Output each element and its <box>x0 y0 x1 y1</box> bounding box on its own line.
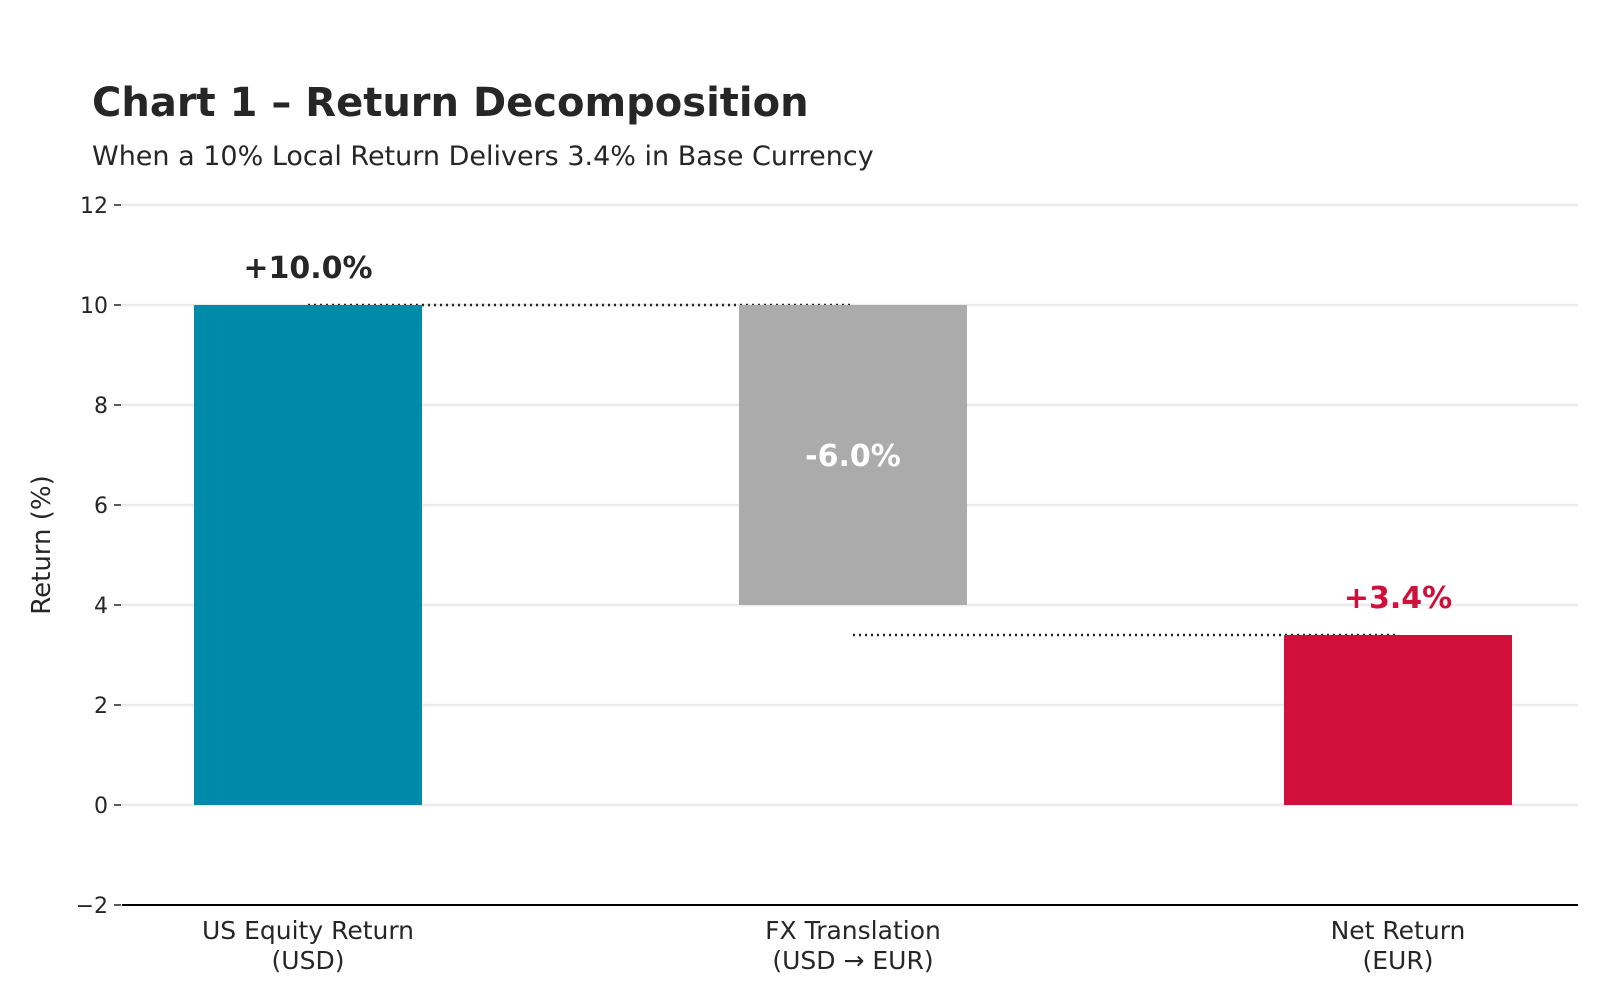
x-tick-label: Net Return (EUR) <box>1331 916 1466 975</box>
y-tick-label: 6 <box>94 494 108 519</box>
x-tick-label: US Equity Return (USD) <box>202 916 414 975</box>
y-tick-label: −2 <box>76 894 108 919</box>
bars <box>194 305 1512 805</box>
y-tick-label: 10 <box>80 294 108 319</box>
y-tick-label: 4 <box>94 594 108 619</box>
y-tick-label: 2 <box>94 694 108 719</box>
y-axis: −2 0 2 4 6 8 10 12 <box>76 194 121 919</box>
y-tick-label: 8 <box>94 394 108 419</box>
value-labels: +10.0% -6.0% +3.4% <box>243 251 1452 616</box>
bar-value-label: +3.4% <box>1344 581 1452 616</box>
x-axis: US Equity Return (USD) FX Translation (USD … <box>122 904 1578 975</box>
y-tick-label: 0 <box>94 794 108 819</box>
bar-value-label: -6.0% <box>805 439 901 474</box>
bar <box>194 305 422 805</box>
bar-value-label: +10.0% <box>243 251 372 286</box>
x-tick-label: FX Translation (USD → EUR) <box>765 916 941 975</box>
y-tick-label: 12 <box>80 194 108 219</box>
chart-title: Chart 1 – Return Decomposition <box>92 80 809 126</box>
y-axis-label: Return (%) <box>27 475 57 615</box>
chart-subtitle: When a 10% Local Return Delivers 3.4% in… <box>92 141 874 172</box>
bar <box>739 305 967 605</box>
bar <box>1284 635 1512 805</box>
